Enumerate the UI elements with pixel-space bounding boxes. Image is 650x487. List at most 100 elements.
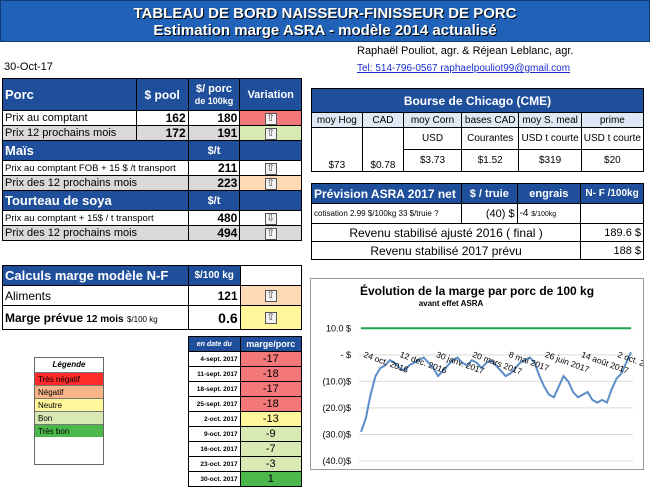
history-value: -3 [239, 456, 303, 472]
up-arrow-icon: ⇧ [264, 290, 277, 302]
cme-value: $73 [311, 127, 363, 172]
soya-row-label: Prix des 12 prochains mois [2, 225, 189, 241]
asra-col-truie: $ / truie [460, 183, 518, 204]
revenu-prevu-label: Revenu stabilisé 2017 prévu [310, 241, 582, 260]
history-date: 25-sept. 2017 [188, 396, 241, 412]
porc-row-label: Prix au comptant [2, 110, 137, 126]
legend-title: Légende [52, 360, 86, 369]
up-arrow-icon: ⇧ [264, 312, 277, 324]
mais-unit: $/t [187, 140, 241, 161]
down-arrow-icon: ⇩ [264, 212, 277, 225]
y-tick-label: - $ [340, 350, 351, 360]
margin-chart: Évolution de la marge par porc de 100 kg… [310, 278, 650, 470]
legend: Légende Très négatif Négatif Neutre Bon Très… [34, 357, 104, 465]
mais-section-title: Maïs [2, 140, 189, 161]
cme-header: prime [580, 112, 645, 128]
y-tick-label: (20.0)$ [322, 403, 351, 413]
price-table: Porc $ pool $/ porc de 100kg Variation Pr… [2, 78, 302, 241]
mais-value: 211 [187, 160, 241, 176]
legend-item: Bon [35, 411, 103, 424]
chart-subtitle: avant effet ASRA [419, 299, 484, 308]
cotisation-engrais: -4 $/100kg [516, 203, 582, 224]
legend-item: Négatif [35, 385, 103, 398]
margin-chart-svg: Évolution de la marge par porc de 100 kg… [322, 283, 650, 466]
cme-unit: USD t courte [580, 127, 645, 150]
contact-link[interactable]: Tel: 514-796-0567 raphaelpouliot99@gmail… [357, 63, 571, 74]
col-pool: $ pool [135, 78, 189, 111]
authors: Raphaël Pouliot, agr. & Réjean Leblanc, … [357, 45, 574, 57]
history-date: 11-sept. 2017 [188, 366, 241, 382]
cotisation-truie: (40) $ [460, 203, 518, 224]
variation-cell: ⇧ [239, 125, 302, 141]
history-value: -9 [239, 426, 303, 442]
soya-value: 494 [187, 225, 241, 241]
revenu-ajuste-label: Revenu stabilisé ajusté 2016 ( final ) [310, 223, 582, 242]
history-date: 16-oct. 2017 [188, 441, 241, 457]
up-arrow-icon: ⇧ [264, 227, 277, 240]
cme-header: moy Hog [311, 112, 363, 128]
cme-header: CAD [361, 112, 405, 128]
calculs-table: Calculs marge modèle N-F $/100 kg Alimen… [2, 265, 303, 330]
margin-series-line [360, 351, 632, 433]
porc-pool-value: 172 [135, 125, 189, 141]
legend-item: Très bon [35, 424, 103, 437]
history-date: 2-oct. 2017 [188, 411, 241, 427]
history-row: 16-oct. 2017 -7 [188, 441, 303, 457]
history-value: -18 [239, 396, 303, 412]
variation-cell: ⇧ [239, 160, 302, 176]
porc-row-label: Prix 12 prochains mois [2, 125, 137, 141]
asra-col-nf: N- F /100kg [580, 183, 644, 204]
history-row: 2-oct. 2017 -13 [188, 411, 303, 427]
up-arrow-icon: ⇧ [264, 177, 277, 190]
cme-value: $1.52 [460, 149, 520, 172]
cme-header: moy Corn [403, 112, 462, 128]
history-table: en date du marge/porc 4-sept. 2017 -17 11-… [188, 336, 303, 487]
variation-cell: ⇧ [239, 305, 303, 330]
cme-unit: USD [403, 127, 462, 150]
history-value: -13 [239, 411, 303, 427]
y-tick-label: 10.0 $ [326, 323, 351, 333]
revenu-ajuste-value: 189.6 $ [580, 223, 644, 242]
history-value: -17 [239, 381, 303, 397]
history-row: 11-sept. 2017 -18 [188, 366, 303, 382]
up-arrow-icon: ⇧ [264, 127, 277, 140]
soya-row-label: Prix au comptant + 15$ / t transport [2, 210, 189, 226]
mais-value: 223 [187, 175, 241, 191]
cme-value: $319 [518, 149, 582, 172]
cotisation-label: cotisation 2.99 $/100kg 33 $/truie ? [311, 203, 462, 224]
mais-row-label: Prix au comptant FOB + 15 $ /t transport [2, 160, 189, 176]
report-date: 30-Oct-17 [4, 61, 53, 73]
up-arrow-icon: ⇧ [264, 112, 277, 125]
history-date: 18-sept. 2017 [188, 381, 241, 397]
chart-title: Évolution de la marge par porc de 100 kg [360, 283, 594, 298]
calculs-unit: $/100 kg [187, 265, 241, 286]
y-tick-label: (10.0)$ [322, 376, 351, 386]
history-row: 18-sept. 2017 -17 [188, 381, 303, 397]
col-variation: Variation [239, 78, 302, 111]
marge-label: Marge prévue 12 mois $/100 kg [2, 305, 189, 330]
cme-value: $20 [580, 149, 645, 172]
soya-section-title: Tourteau de soya [2, 190, 189, 211]
history-date: 23-oct. 2017 [188, 456, 241, 472]
history-col-marge: marge/porc [239, 336, 303, 352]
soya-value: 480 [187, 210, 241, 226]
calculs-title: Calculs marge modèle N-F [2, 265, 189, 286]
history-value: -7 [239, 441, 303, 457]
marge-value: 0.6 [187, 305, 241, 330]
asra-table: Prévision ASRA 2017 net $ / truie engrai… [310, 183, 644, 260]
cme-unit: Courantes [460, 127, 520, 150]
asra-title: Prévision ASRA 2017 net [311, 183, 462, 204]
history-date: 9-oct. 2017 [188, 426, 241, 442]
cme-unit: USD t courte [518, 127, 582, 150]
variation-cell: ⇧ [239, 110, 302, 126]
variation-cell: ⇧ [239, 285, 303, 306]
cme-title: Bourse de Chicago (CME) [311, 88, 644, 113]
variation-cell: ⇩ [239, 210, 302, 226]
asra-col-engrais: engrais [516, 183, 582, 204]
title-line-2: Estimation marge ASRA - modèle 2014 actu… [153, 22, 497, 39]
mais-row-label: Prix des 12 prochains mois [2, 175, 189, 191]
cme-header: bases CAD [460, 112, 520, 128]
revenu-prevu-value: 188 $ [580, 241, 644, 260]
variation-cell: ⇧ [239, 225, 302, 241]
aliments-value: 121 [187, 285, 241, 306]
